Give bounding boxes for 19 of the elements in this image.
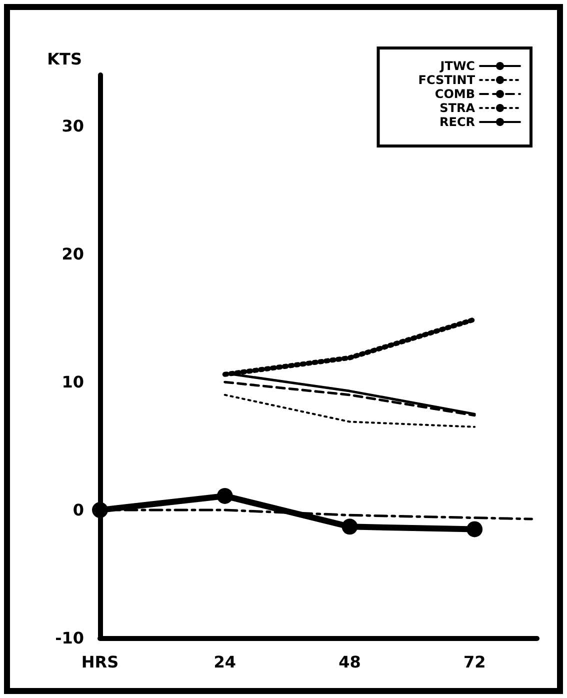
legend-label: FCSTINT [418, 73, 476, 87]
legend-label: RECR [440, 115, 475, 129]
x-tick-label: 24 [214, 652, 236, 672]
y-tick-label: 0 [72, 500, 84, 520]
x-tick-label: 72 [463, 652, 486, 672]
point [466, 521, 483, 538]
x-tick-label: 48 [338, 652, 361, 672]
y-tick-label: 20 [62, 244, 84, 264]
y-tick-label: 10 [62, 372, 84, 392]
legend-label: COMB [434, 87, 475, 101]
y-axis-title: KTS [47, 50, 82, 68]
y-tick-label: -10 [55, 628, 84, 648]
legend-label: JTWC [439, 59, 476, 73]
legend-label: STRA [440, 101, 476, 115]
y-tick-label: 30 [62, 116, 84, 136]
point [216, 488, 233, 504]
point [342, 518, 358, 535]
point [92, 502, 108, 518]
x-tick-label: HRS [81, 652, 119, 672]
